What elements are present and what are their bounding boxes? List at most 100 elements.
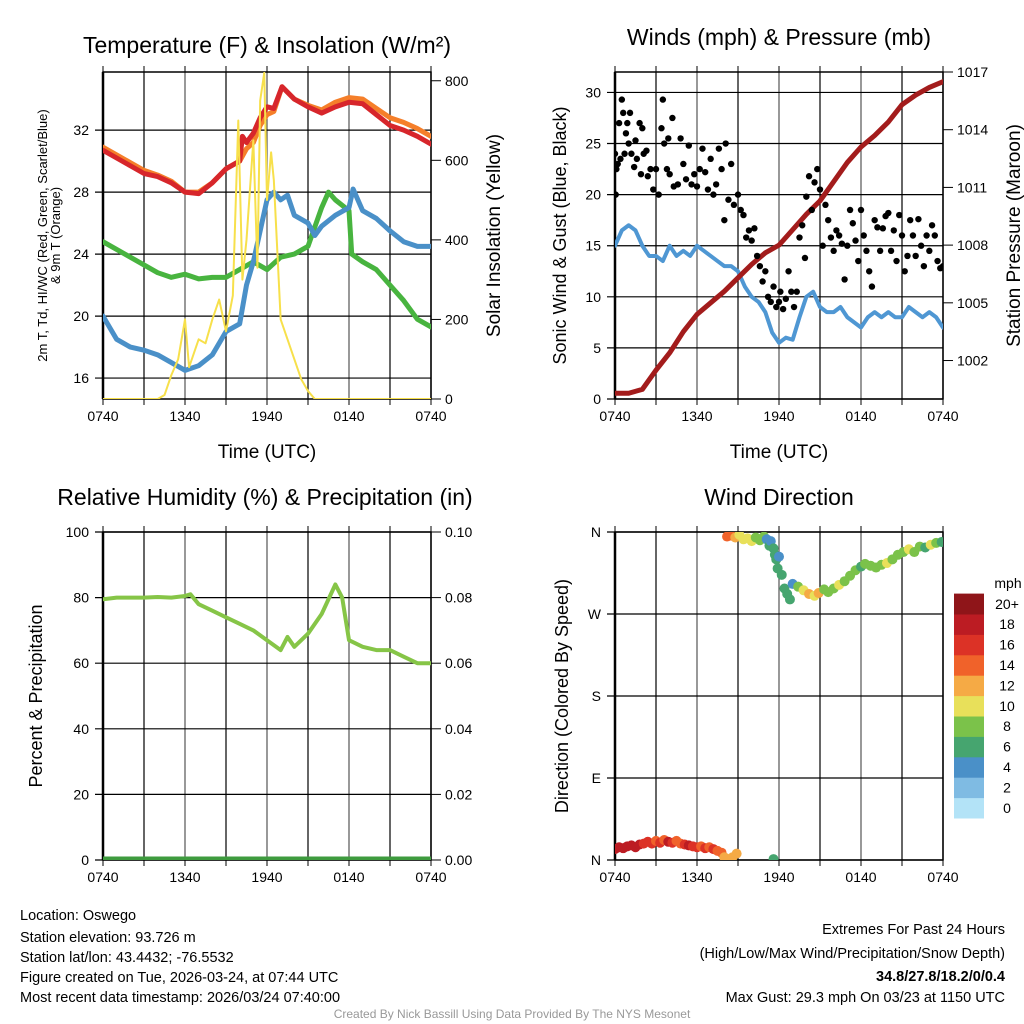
y-tick-label: 40 bbox=[73, 721, 89, 737]
colorbar-label: 6 bbox=[1003, 739, 1011, 755]
gust-point bbox=[770, 283, 777, 290]
gust-point bbox=[737, 206, 744, 214]
gust-point bbox=[808, 206, 815, 214]
y-tick-label: 20 bbox=[73, 786, 89, 802]
station-pressure-line bbox=[615, 79, 943, 396]
chart-title: Wind Direction bbox=[704, 484, 854, 510]
gust-point bbox=[926, 247, 933, 255]
colorbar-swatch bbox=[954, 675, 984, 697]
gust-point bbox=[874, 224, 881, 231]
colorbar-label: 12 bbox=[999, 677, 1015, 693]
x-tick-label: 1940 bbox=[251, 869, 282, 885]
gust-point bbox=[624, 119, 631, 127]
gust-point bbox=[917, 242, 925, 249]
x-tick-label: 0740 bbox=[415, 869, 446, 885]
colorbar-swatch bbox=[954, 756, 984, 778]
gust-point bbox=[838, 240, 846, 247]
y2-tick-label: 1008 bbox=[957, 237, 988, 253]
gust-point bbox=[876, 247, 884, 255]
gust-point bbox=[636, 119, 643, 127]
gust-point bbox=[890, 227, 897, 234]
hi-wc-line bbox=[103, 189, 431, 330]
y-axis-label: 2m T, Td, HI/WC (Red, Green, Scarlet/Blu… bbox=[35, 109, 50, 361]
elevation-text: Station elevation: 93.726 m bbox=[20, 930, 196, 946]
x-tick-label: 1340 bbox=[681, 869, 712, 885]
gust-point bbox=[702, 168, 709, 176]
data-layer bbox=[103, 582, 431, 860]
gust-point bbox=[896, 211, 903, 219]
gust-point bbox=[909, 232, 917, 239]
footer: Location: Oswego Station elevation: 93.7… bbox=[20, 908, 1005, 1021]
gust-point bbox=[637, 170, 645, 178]
gust-point bbox=[663, 165, 671, 173]
gust-point bbox=[901, 268, 908, 275]
gust-point bbox=[753, 252, 761, 260]
y-tick-label: S bbox=[592, 688, 601, 704]
y-tick-label: 25 bbox=[585, 136, 601, 152]
x-tick-label: 1940 bbox=[763, 408, 794, 424]
y2-tick-label: 0.00 bbox=[445, 852, 472, 868]
gust-point bbox=[621, 150, 628, 157]
y-tick-label: 20 bbox=[585, 187, 601, 203]
colorbar-label: 10 bbox=[999, 698, 1015, 714]
colorbar-swatch bbox=[954, 654, 984, 676]
y-tick-label: 0 bbox=[593, 391, 601, 407]
colorbar-swatch bbox=[954, 593, 984, 615]
gust-point bbox=[819, 242, 826, 249]
extremes-title: Extremes For Past 24 Hours bbox=[822, 922, 1005, 938]
gust-point bbox=[685, 142, 692, 149]
gust-point bbox=[912, 252, 919, 260]
gust-point bbox=[814, 165, 821, 173]
x-tick-label: 0140 bbox=[333, 869, 364, 885]
colorbar-swatch bbox=[954, 634, 984, 656]
credit-text: Created By Nick Bassill Using Data Provi… bbox=[334, 1007, 691, 1021]
data-layer bbox=[615, 79, 943, 396]
extremes-values: 34.8/27.8/18.2/0/0.4 bbox=[876, 969, 1005, 985]
y-tick-label: 24 bbox=[73, 246, 89, 262]
x-tick-label: 1940 bbox=[251, 408, 282, 424]
y-tick-label: 28 bbox=[73, 184, 89, 200]
gust-point bbox=[722, 140, 729, 147]
x-tick-label: 0740 bbox=[599, 408, 630, 424]
y2-axis-label: Station Pressure (Maroon) bbox=[1004, 124, 1024, 347]
x-tick-label: 0740 bbox=[87, 408, 118, 424]
y-tick-label: 5 bbox=[593, 340, 601, 356]
y2-tick-label: 0.06 bbox=[445, 655, 472, 671]
y-axis-label: Percent & Precipitation bbox=[26, 604, 46, 787]
colorbar-label: 8 bbox=[1003, 718, 1011, 734]
latlon-text: Station lat/lon: 43.4432; -76.5532 bbox=[20, 950, 234, 966]
relative-humidity-line bbox=[103, 582, 431, 666]
wind-direction-point bbox=[776, 569, 787, 580]
y-tick-label: N bbox=[591, 852, 601, 868]
y2-tick-label: 0.04 bbox=[445, 721, 472, 737]
y-tick-label: 60 bbox=[73, 655, 89, 671]
y-tick-label: 20 bbox=[73, 308, 89, 324]
gust-point bbox=[615, 150, 619, 157]
x-tick-label: 0140 bbox=[845, 408, 876, 424]
gust-point bbox=[833, 227, 840, 234]
gust-point bbox=[777, 288, 784, 295]
chart-panel-3: 0 20 40 60 80 100 0.00 0.02 0.04 0.06 0.08 0.10 0740… bbox=[26, 484, 473, 885]
gust-point bbox=[682, 176, 690, 183]
gust-point bbox=[630, 163, 638, 171]
gust-point bbox=[620, 109, 627, 117]
y-tick-label: W bbox=[588, 606, 602, 622]
wind-direction-point bbox=[774, 551, 784, 562]
gust-point bbox=[849, 220, 856, 227]
y-tick-label: 30 bbox=[585, 84, 601, 100]
colorbar-swatch bbox=[954, 797, 984, 819]
x-tick-label: 1340 bbox=[169, 869, 200, 885]
gust-point bbox=[617, 155, 624, 163]
gust-point bbox=[779, 305, 787, 313]
gust-point bbox=[730, 201, 738, 209]
y2-axis-label: Solar Insolation (Yellow) bbox=[484, 134, 505, 337]
max-gust-text: Max Gust: 29.3 mph On 03/23 at 1150 UTC bbox=[726, 990, 1005, 1006]
gust-point bbox=[775, 298, 783, 306]
speed-colorbar: mph 0 2 4 6 8 10 12 14 16 18 20+ bbox=[954, 575, 1022, 819]
gust-point bbox=[704, 186, 712, 193]
y2-tick-label: 1005 bbox=[957, 295, 988, 311]
recent-data-text: Most recent data timestamp: 2026/03/24 0… bbox=[20, 990, 340, 1006]
extremes-legend: (High/Low/Max Wind/Precipitation/Snow De… bbox=[700, 946, 1005, 962]
gust-point bbox=[827, 234, 835, 241]
